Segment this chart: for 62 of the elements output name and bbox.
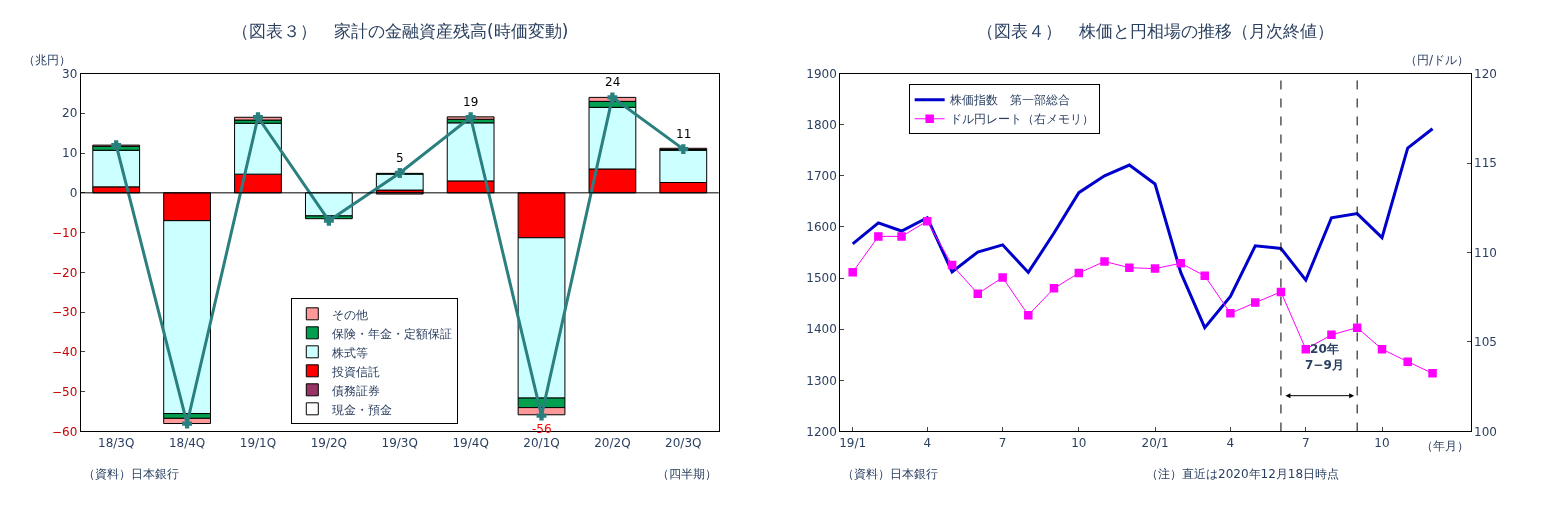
y-tick-label: 1800 xyxy=(806,117,837,132)
y2-axis-title: （円/ドル） xyxy=(1405,53,1470,67)
text: （資料）日本銀行 xyxy=(842,467,938,481)
x-tick-label: 20/1 xyxy=(1141,435,1169,450)
legend-label: 株価指数 第一部総合 xyxy=(948,93,1070,108)
y-tick-label: 1300 xyxy=(806,373,837,388)
x-tick-label: 4 xyxy=(1226,435,1235,450)
y-tick-label: 1700 xyxy=(806,168,837,183)
x-tick-label: 4 xyxy=(923,435,932,450)
x-tick-label: 10 xyxy=(1374,435,1390,450)
y2-tick-label: 115 xyxy=(1474,156,1497,171)
x-tick-label: 20/3Q xyxy=(665,435,702,450)
y-tick-label: 10 xyxy=(62,146,78,161)
x-tick-label: 18/4Q xyxy=(168,435,206,450)
y-tick-label: −40 xyxy=(52,345,78,360)
x-axis-title: （年月） xyxy=(1421,439,1469,453)
legend-label: 保険・年金・定額保証 xyxy=(332,326,453,341)
y-tick-label: −60 xyxy=(52,424,78,439)
x-tick-label: 7 xyxy=(1301,435,1310,450)
text: （資料）日本銀行 xyxy=(83,467,179,481)
y-tick-label: −10 xyxy=(52,225,78,240)
x-tick-label: 19/1Q xyxy=(239,435,277,450)
y-tick-label: −50 xyxy=(52,384,78,399)
legend-label: 投資信託 xyxy=(331,364,381,379)
x-tick-label: 19/1 xyxy=(839,435,867,450)
legend-label: ドル円レート（右メモリ） xyxy=(949,112,1094,127)
legend-label: 現金・預金 xyxy=(332,402,393,417)
text: （注）直近は2020年12月18日時点 xyxy=(1146,467,1340,481)
x-tick-label: 18/3Q xyxy=(98,435,135,450)
annotation: 20年 7−9月 xyxy=(1305,342,1344,372)
y-tick-label: 1400 xyxy=(806,322,837,337)
x-tick-label: 7 xyxy=(998,435,1007,450)
y-tick-label: 30 xyxy=(62,66,78,81)
y2-tick-label: 120 xyxy=(1474,66,1497,81)
y-tick-label: 0 xyxy=(69,186,78,201)
y-tick-label: 1200 xyxy=(806,424,837,439)
y2-tick-label: 100 xyxy=(1474,424,1497,439)
y-tick-label: 20 xyxy=(62,106,78,121)
data-label: 11 xyxy=(676,127,692,141)
y-tick-label: −30 xyxy=(52,305,78,320)
legend-label: 株式等 xyxy=(331,345,369,360)
x-tick-label: 19/4Q xyxy=(452,435,489,450)
x-tick-label: 20/1Q xyxy=(523,435,560,450)
y-tick-label: 1900 xyxy=(806,66,837,81)
y-tick-label: 1500 xyxy=(806,271,837,286)
y2-tick-label: 105 xyxy=(1474,335,1497,350)
y-axis-title: （兆円） xyxy=(23,53,71,67)
x-tick-label: 10 xyxy=(1071,435,1087,450)
data-label: 19 xyxy=(463,95,479,109)
x-tick-label: 19/2Q xyxy=(310,435,348,450)
y-tick-label: 1600 xyxy=(806,220,837,235)
x-axis-title: （四半期） xyxy=(657,467,717,481)
chart-title: （図表３） 家計の金融資産残高(時価変動) xyxy=(232,21,569,41)
data-label: 24 xyxy=(605,75,621,89)
legend-label: その他 xyxy=(332,307,369,322)
y2-tick-label: 110 xyxy=(1474,245,1497,260)
legend-label: 債務証券 xyxy=(332,383,381,398)
chart-title: （図表４） 株価と円相場の推移（月次終値） xyxy=(977,21,1334,41)
data-label: 5 xyxy=(396,151,404,165)
x-tick-label: 20/2Q xyxy=(594,435,631,450)
x-tick-label: 19/3Q xyxy=(381,435,418,450)
y-tick-label: −20 xyxy=(52,265,78,280)
